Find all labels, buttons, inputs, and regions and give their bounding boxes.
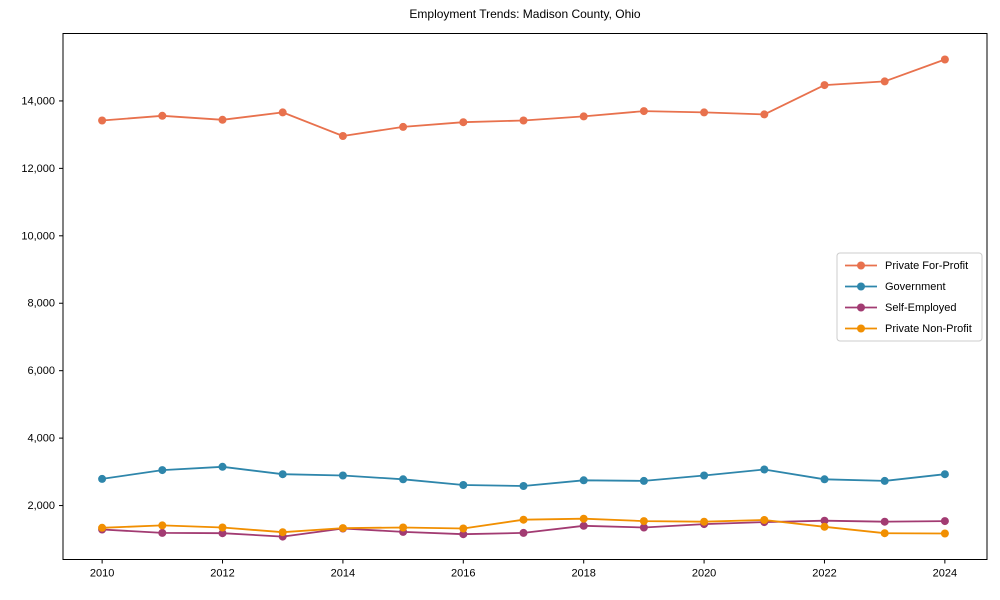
data-point-government [940,470,949,479]
y-tick-label: 8,000 [27,298,55,310]
data-point-private-non-profit [820,522,829,531]
data-point-private-for-profit [579,112,588,121]
data-point-private-for-profit [760,110,769,119]
data-point-private-for-profit [820,81,829,90]
plot-area [62,33,988,560]
data-point-private-for-profit [459,118,468,127]
data-point-private-for-profit [639,107,648,116]
chart-title: Employment Trends: Madison County, Ohio [409,7,641,21]
data-point-private-non-profit [278,528,287,537]
x-tick-label: 2022 [812,568,836,580]
y-tick-label: 14,000 [21,95,55,107]
data-point-private-for-profit [880,77,889,86]
series-private-for-profit [98,55,949,140]
data-point-private-for-profit [519,116,528,125]
data-point-government [338,471,347,480]
legend-entry-private-for-profit: Private For-Profit [845,260,968,272]
legend-label: Private Non-Profit [885,323,972,335]
data-point-private-non-profit [158,521,167,530]
legend-marker [857,261,865,270]
series-private-non-profit [98,514,949,538]
y-tick-label: 4,000 [27,433,55,445]
data-point-private-non-profit [579,514,588,523]
y-tick-label: 6,000 [27,365,55,377]
data-point-government [579,476,588,485]
legend-box [836,252,983,342]
data-point-government [820,475,829,484]
data-point-self-employed [218,529,227,538]
x-tick-label: 2014 [331,568,355,580]
data-point-private-for-profit [700,108,709,117]
legend-entry-private-non-profit: Private Non-Profit [845,323,972,335]
data-point-private-non-profit [519,515,528,524]
legend-label: Private For-Profit [885,260,968,272]
series-line-private-for-profit [101,58,946,137]
data-point-private-non-profit [459,524,468,533]
data-point-private-non-profit [940,529,949,538]
legend: Private For-Profit Government Self-Employe… [836,252,983,342]
data-point-private-for-profit [399,122,408,131]
data-point-government [880,476,889,485]
data-point-private-non-profit [760,516,769,524]
y-tick-label: 12,000 [21,163,55,175]
data-point-private-non-profit [880,529,889,538]
data-point-private-non-profit [399,523,408,532]
data-point-government [218,462,227,471]
series-government [98,462,949,490]
data-point-private-for-profit [218,115,227,124]
data-point-private-for-profit [940,55,949,64]
data-point-self-employed [459,530,468,539]
x-tick-label: 2012 [210,568,234,580]
data-point-government [639,476,648,485]
data-point-government [98,474,107,483]
legend-label: Self-Employed [885,302,957,314]
data-point-self-employed [880,517,889,526]
data-point-self-employed [519,528,528,537]
legend-marker [857,282,865,291]
data-point-private-non-profit [700,517,709,526]
series-self-employed [98,516,949,541]
data-point-government [158,466,167,475]
data-point-government [519,482,528,490]
legend-marker [857,303,865,312]
data-point-government [278,470,287,479]
legend-label: Government [885,281,946,293]
legend-marker [857,324,865,333]
data-point-government [459,481,468,489]
data-point-government [399,475,408,484]
data-point-private-non-profit [218,523,227,532]
x-tick-label: 2018 [571,568,595,580]
data-point-government [760,465,769,474]
x-tick-label: 2016 [451,568,475,580]
legend-entry-self-employed: Self-Employed [845,302,957,314]
data-point-private-for-profit [278,108,287,117]
data-point-private-for-profit [158,111,167,120]
legend-entry-government: Government [845,281,946,293]
x-tick-label: 2010 [90,568,114,580]
data-point-private-for-profit [98,116,107,125]
y-tick-label: 10,000 [21,230,55,242]
data-point-private-non-profit [98,523,107,532]
data-point-self-employed [639,523,648,532]
data-point-self-employed [579,521,588,530]
data-point-self-employed [820,516,829,525]
data-point-private-non-profit [338,524,347,533]
data-point-private-for-profit [338,132,347,140]
x-tick-label: 2024 [933,568,957,580]
data-point-self-employed [158,528,167,537]
x-tick-label: 2020 [692,568,716,580]
y-tick-label: 2,000 [27,500,55,512]
data-point-private-non-profit [639,517,648,526]
data-point-self-employed [940,517,949,526]
data-point-government [700,471,709,480]
